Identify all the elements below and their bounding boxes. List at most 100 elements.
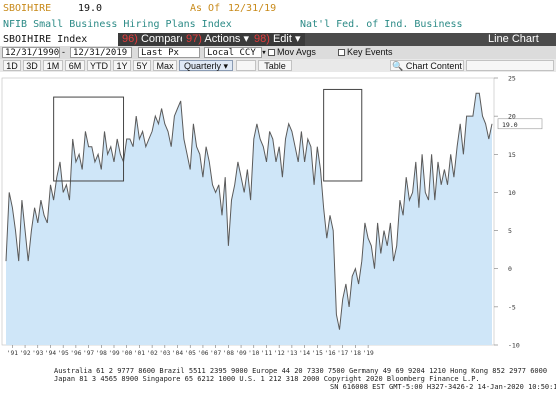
x-tick-label: '04 — [172, 350, 183, 357]
x-tick-label: '16 — [324, 350, 335, 357]
actions-chevron-icon: ▾ — [243, 33, 250, 45]
x-tick-label: '02 — [147, 350, 158, 357]
period-1d[interactable]: 1D — [3, 60, 21, 71]
period-max[interactable]: Max — [153, 60, 177, 71]
key-events-checkbox[interactable] — [338, 49, 345, 57]
key-events-label: Key Events — [347, 47, 393, 57]
compare-number: 96) — [122, 33, 138, 45]
end-date-input[interactable]: 12/31/2019 — [70, 47, 132, 58]
x-tick-label: '14 — [299, 350, 310, 357]
edit-chevron-icon: ▾ — [295, 33, 301, 45]
x-tick-label: '15 — [312, 350, 323, 357]
x-tick-label: '19 — [363, 350, 374, 357]
footer-contacts-line1: Australia 61 2 9777 8600 Brazil 5511 239… — [54, 367, 548, 375]
y-tick-label: -5 — [508, 303, 516, 311]
mov-avgs-checkbox[interactable] — [268, 49, 275, 57]
x-tick-label: '09 — [235, 350, 246, 357]
period-ytd[interactable]: YTD — [87, 60, 111, 71]
line-chart[interactable]: 25 20 15 10 5 0 -5 -10 '91'92'93'94'95'96'97'98… — [0, 72, 556, 366]
chart-content-button[interactable]: 🔍 Chart Content — [390, 60, 464, 71]
edit-button[interactable]: 98) Edit ▾ — [250, 33, 305, 46]
x-tick-label: '13 — [286, 350, 297, 357]
compare-button[interactable]: 96) Compare — [118, 33, 191, 46]
period-1m[interactable]: 1M — [43, 60, 63, 71]
x-tick-label: '06 — [197, 350, 208, 357]
x-tick-label: '92 — [19, 350, 30, 357]
frequency-spacer — [236, 60, 256, 71]
x-tick-label: '95 — [58, 350, 69, 357]
period-6m[interactable]: 6M — [65, 60, 85, 71]
y-tick-label: 20 — [508, 113, 516, 121]
footer: Australia 61 2 9777 8600 Brazil 5511 239… — [0, 366, 556, 406]
x-tick-label: '91 — [7, 350, 18, 357]
x-tick-label: '00 — [121, 350, 132, 357]
period-1y[interactable]: 1Y — [113, 60, 131, 71]
y-tick-label: 10 — [508, 189, 516, 197]
last-value-tag-text: 19.0 — [502, 121, 518, 129]
actions-button[interactable]: 97) Actions ▾ — [182, 33, 254, 46]
x-tick-label: '01 — [134, 350, 145, 357]
edit-label: Edit — [272, 33, 292, 45]
title-row: SBOIHIRE 19.0 As Of 12/31/19 — [0, 0, 556, 17]
footer-contacts-line2: Japan 81 3 4565 8900 Singapore 65 6212 1… — [54, 375, 480, 383]
period-3d[interactable]: 3D — [23, 60, 41, 71]
description-row: NFIB Small Business Hiring Plans Index N… — [0, 17, 556, 33]
table-button[interactable]: Table — [258, 60, 292, 71]
key-events-toggle[interactable]: Key Events — [338, 47, 393, 58]
last-value-tag: 19.0 — [497, 118, 543, 130]
security-field[interactable]: SBOIHIRE Index — [0, 33, 118, 46]
mov-avgs-label: Mov Avgs — [277, 47, 316, 57]
period-row: 1D 3D 1M 6M YTD 1Y 5Y Max Quarterly ▾ Ta… — [0, 59, 556, 72]
y-tick-label: 5 — [508, 227, 512, 235]
as-of-label: As Of — [190, 3, 221, 14]
y-tick-label: -10 — [508, 342, 520, 350]
x-tick-label: '18 — [350, 350, 361, 357]
compare-label: Compare — [140, 33, 187, 45]
x-tick-label: '03 — [159, 350, 170, 357]
toolbar: SBOIHIRE Index 96) Compare 97) Actions ▾… — [0, 33, 556, 46]
annotation-box — [53, 96, 125, 182]
frequency-select[interactable]: Quarterly ▾ — [179, 60, 233, 71]
controls-row: 12/31/1990 - 12/31/2019 Last Px Local CC… — [0, 46, 556, 59]
last-value-tag-box — [497, 118, 543, 130]
actions-label: Actions — [204, 33, 241, 45]
chart-options-spacer — [466, 60, 554, 71]
last-value: 19.0 — [78, 3, 103, 14]
x-tick-label: '08 — [223, 350, 234, 357]
y-axis: 25 20 15 10 5 0 -5 -10 — [494, 75, 520, 350]
index-description: NFIB Small Business Hiring Plans Index — [3, 19, 232, 30]
frequency-chevron-icon: ▾ — [223, 61, 229, 71]
edit-number: 98) — [254, 33, 270, 45]
start-date-input[interactable]: 12/31/1990 — [2, 47, 60, 58]
x-tick-label: '17 — [337, 350, 348, 357]
chart-content-label: Chart Content — [405, 61, 462, 71]
x-tick-label: '93 — [32, 350, 43, 357]
y-tick-label: 25 — [508, 75, 516, 83]
row-gap — [294, 60, 296, 71]
mov-avgs-toggle[interactable]: Mov Avgs — [268, 47, 316, 58]
actions-number: 97) — [186, 33, 202, 45]
x-tick-label: '07 — [210, 350, 221, 357]
x-tick-label: '12 — [274, 350, 285, 357]
ticker-label: SBOIHIRE — [3, 3, 52, 14]
series-line — [5, 92, 493, 330]
x-tick-label: '94 — [45, 350, 56, 357]
view-type-label: Line Chart — [488, 33, 539, 45]
footer-session-line: SN 616008 EST GMT-5:00 H327-3426-2 14-Ja… — [330, 383, 556, 391]
x-tick-label: '05 — [185, 350, 196, 357]
y-tick-label: 0 — [508, 265, 512, 273]
x-tick-label: '97 — [83, 350, 94, 357]
field-select[interactable]: Last Px — [138, 47, 200, 58]
currency-select[interactable]: Local CCY ▾ — [204, 47, 267, 58]
date-separator: - — [62, 47, 65, 57]
x-axis: '91'92'93'94'95'96'97'98'99'00'01'02'03 '… — [7, 345, 374, 357]
x-tick-label: '99 — [108, 350, 119, 357]
series-area — [6, 93, 492, 345]
y-tick-label: 15 — [508, 151, 516, 159]
x-tick-label: '98 — [96, 350, 107, 357]
x-tick-label: '96 — [70, 350, 81, 357]
frequency-value: Quarterly — [183, 61, 221, 71]
chart-content-icon: 🔍 — [392, 61, 404, 71]
period-5y[interactable]: 5Y — [133, 60, 151, 71]
data-source: Nat'l Fed. of Ind. Business — [300, 19, 463, 30]
